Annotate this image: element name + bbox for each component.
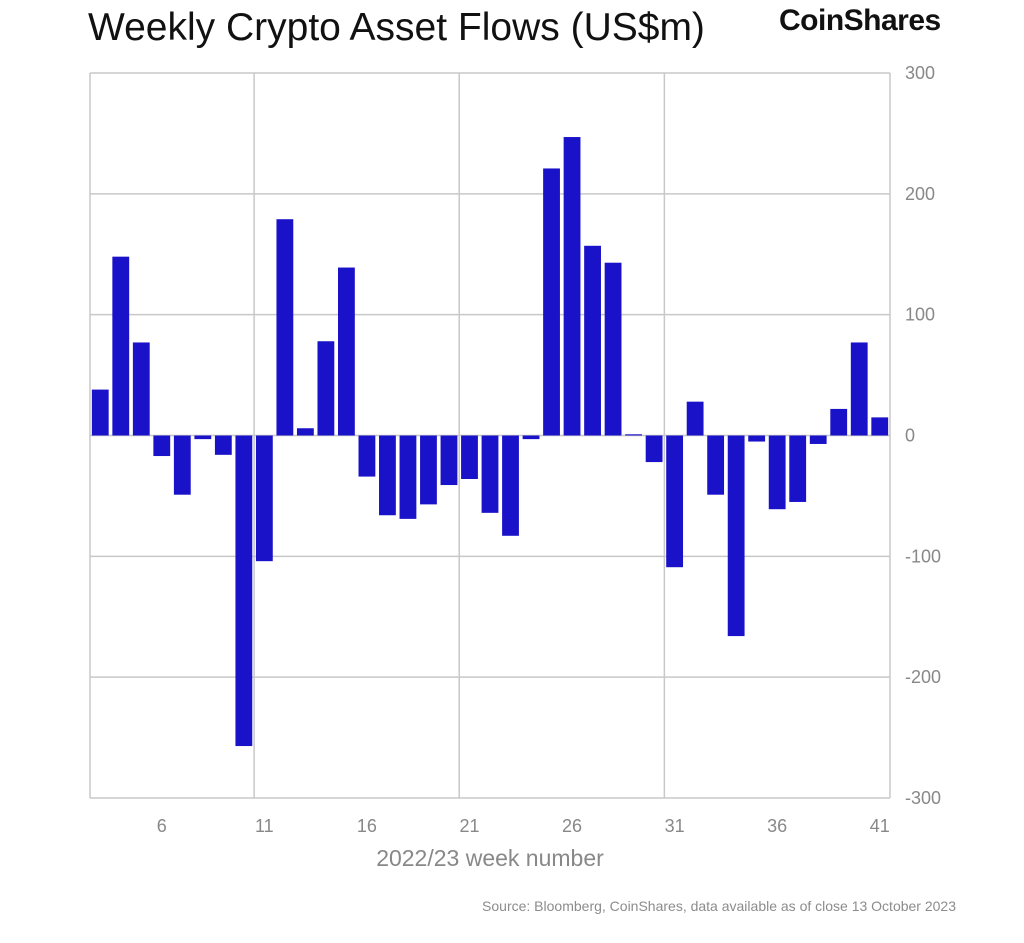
bar-week-38 bbox=[809, 435, 827, 444]
x-tick-label: 11 bbox=[255, 816, 274, 836]
source-note: Source: Bloomberg, CoinShares, data avai… bbox=[482, 898, 956, 914]
bar-week-36 bbox=[768, 435, 786, 510]
bar-week-3 bbox=[91, 389, 109, 436]
x-tick-labels: 6 11 16 21 26 31 36 41 bbox=[157, 816, 890, 836]
bar-week-7 bbox=[173, 435, 191, 495]
y-tick-labels: 300 200 100 0 -100 -200 -300 bbox=[905, 63, 941, 808]
bar-week-14 bbox=[317, 341, 335, 436]
y-tick-label: 100 bbox=[905, 305, 935, 325]
chart-title: Weekly Crypto Asset Flows (US$m) bbox=[88, 6, 705, 49]
bar-week-4 bbox=[112, 256, 130, 436]
bar-week-19 bbox=[420, 435, 437, 505]
y-tick-label: -100 bbox=[905, 546, 941, 566]
bar-week-13 bbox=[296, 428, 314, 436]
x-tick-label: 36 bbox=[767, 816, 787, 836]
bar-week-32 bbox=[686, 401, 704, 436]
bar-week-9 bbox=[214, 435, 232, 455]
bar-week-18 bbox=[399, 435, 417, 519]
bar-week-10 bbox=[235, 435, 253, 747]
y-tick-label: 300 bbox=[905, 63, 935, 83]
bar-week-6 bbox=[153, 435, 171, 457]
bar-week-29 bbox=[625, 434, 642, 436]
bar-week-37 bbox=[789, 435, 807, 502]
x-tick-label: 6 bbox=[157, 816, 167, 836]
bar-week-34 bbox=[727, 435, 745, 637]
bar-week-31 bbox=[666, 435, 684, 568]
bar-week-26 bbox=[563, 137, 581, 436]
bar-week-35 bbox=[748, 435, 766, 442]
y-tick-label: 200 bbox=[905, 184, 935, 204]
bar-week-16 bbox=[358, 435, 376, 477]
bar-week-28 bbox=[604, 262, 622, 436]
coinshares-logo: CoinShares bbox=[779, 4, 941, 37]
x-axis-label: 2022/23 week number bbox=[376, 845, 604, 871]
x-tick-label: 31 bbox=[665, 816, 685, 836]
y-tick-label: -300 bbox=[905, 788, 941, 808]
bar-week-8 bbox=[194, 435, 212, 440]
bar-week-24 bbox=[522, 435, 540, 440]
bar-week-41 bbox=[871, 417, 889, 436]
x-tick-label: 41 bbox=[870, 816, 890, 836]
bar-week-40 bbox=[850, 342, 868, 436]
bar-week-21 bbox=[461, 435, 478, 479]
bar-week-17 bbox=[379, 435, 396, 516]
bar-week-33 bbox=[707, 435, 725, 495]
x-tick-label: 21 bbox=[459, 816, 479, 836]
bars bbox=[91, 137, 889, 747]
bar-week-15 bbox=[338, 267, 355, 436]
bar-week-5 bbox=[132, 342, 150, 436]
bar-week-39 bbox=[830, 408, 848, 436]
bar-week-23 bbox=[502, 435, 519, 536]
bar-week-12 bbox=[276, 219, 294, 436]
bar-week-22 bbox=[481, 435, 499, 513]
bar-week-30 bbox=[645, 435, 663, 463]
y-tick-label: -200 bbox=[905, 667, 941, 687]
bar-week-11 bbox=[255, 435, 273, 562]
y-tick-label: 0 bbox=[905, 426, 915, 446]
x-tick-label: 26 bbox=[562, 816, 582, 836]
bar-week-20 bbox=[440, 435, 458, 486]
bar-week-27 bbox=[584, 245, 601, 436]
x-tick-label: 16 bbox=[357, 816, 377, 836]
bar-week-25 bbox=[543, 168, 560, 436]
